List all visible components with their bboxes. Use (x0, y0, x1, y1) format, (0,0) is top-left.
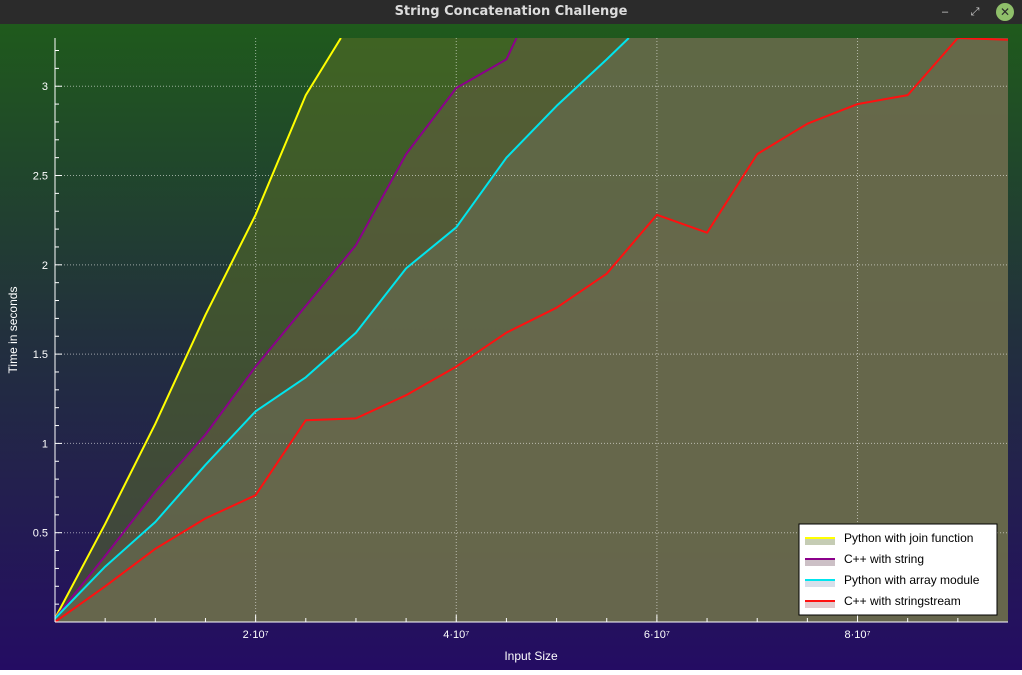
x-tick-label: 4·10⁷ (443, 629, 469, 641)
legend-label: C++ with stringstream (844, 594, 961, 608)
window-title: String Concatenation Challenge (394, 4, 628, 19)
x-tick-label: 2·10⁷ (243, 629, 269, 641)
area-chart: 2·10⁷ 4·10⁷ 6·10⁷ 8·10⁷ 0.5 1 1.5 2 2.5 3 Input S… (6, 38, 1008, 663)
plot-area: 2·10⁷ 4·10⁷ 6·10⁷ 8·10⁷ 0.5 1 1.5 2 2.5 3 Input S… (0, 24, 1022, 670)
series-fill (55, 38, 1008, 622)
maximize-icon[interactable]: ⤢ (970, 6, 980, 18)
series-line (55, 38, 1008, 622)
x-tick-label: 6·10⁷ (644, 629, 670, 641)
legend-swatch-fill (805, 600, 835, 608)
series-line (55, 38, 342, 619)
legend-label: C++ with string (844, 552, 924, 566)
title-bar[interactable]: String Concatenation Challenge – ⤢ ✕ (0, 0, 1022, 24)
y-axis-label: Time in seconds (6, 287, 20, 374)
x-tick-label: 8·10⁷ (845, 629, 871, 641)
legend-label: Python with join function (844, 531, 973, 545)
series-lines (55, 38, 1008, 622)
legend-swatch-fill (805, 579, 835, 587)
legend-box (798, 523, 998, 616)
series-line (55, 38, 518, 620)
y-tick-label: 2 (42, 260, 48, 272)
legend-swatch-fill (805, 558, 835, 566)
close-icon[interactable]: ✕ (996, 3, 1014, 21)
legend-swatch-fill (805, 537, 835, 545)
series-line (55, 38, 630, 620)
series-fills (55, 38, 1008, 622)
y-tick-label: 1.5 (33, 349, 48, 361)
y-tick-label: 2.5 (33, 171, 48, 183)
minimize-icon[interactable]: – (941, 6, 949, 18)
legend-label: Python with array module (844, 573, 980, 587)
y-tick-label: 3 (42, 81, 48, 93)
y-tick-label: 1 (42, 438, 48, 450)
axes: 2·10⁷ 4·10⁷ 6·10⁷ 8·10⁷ 0.5 1 1.5 2 2.5 3 (33, 38, 1008, 641)
x-axis-label: Input Size (504, 649, 558, 663)
legend: Python with join function C++ with string… (798, 523, 998, 616)
y-tick-label: 0.5 (33, 528, 48, 540)
